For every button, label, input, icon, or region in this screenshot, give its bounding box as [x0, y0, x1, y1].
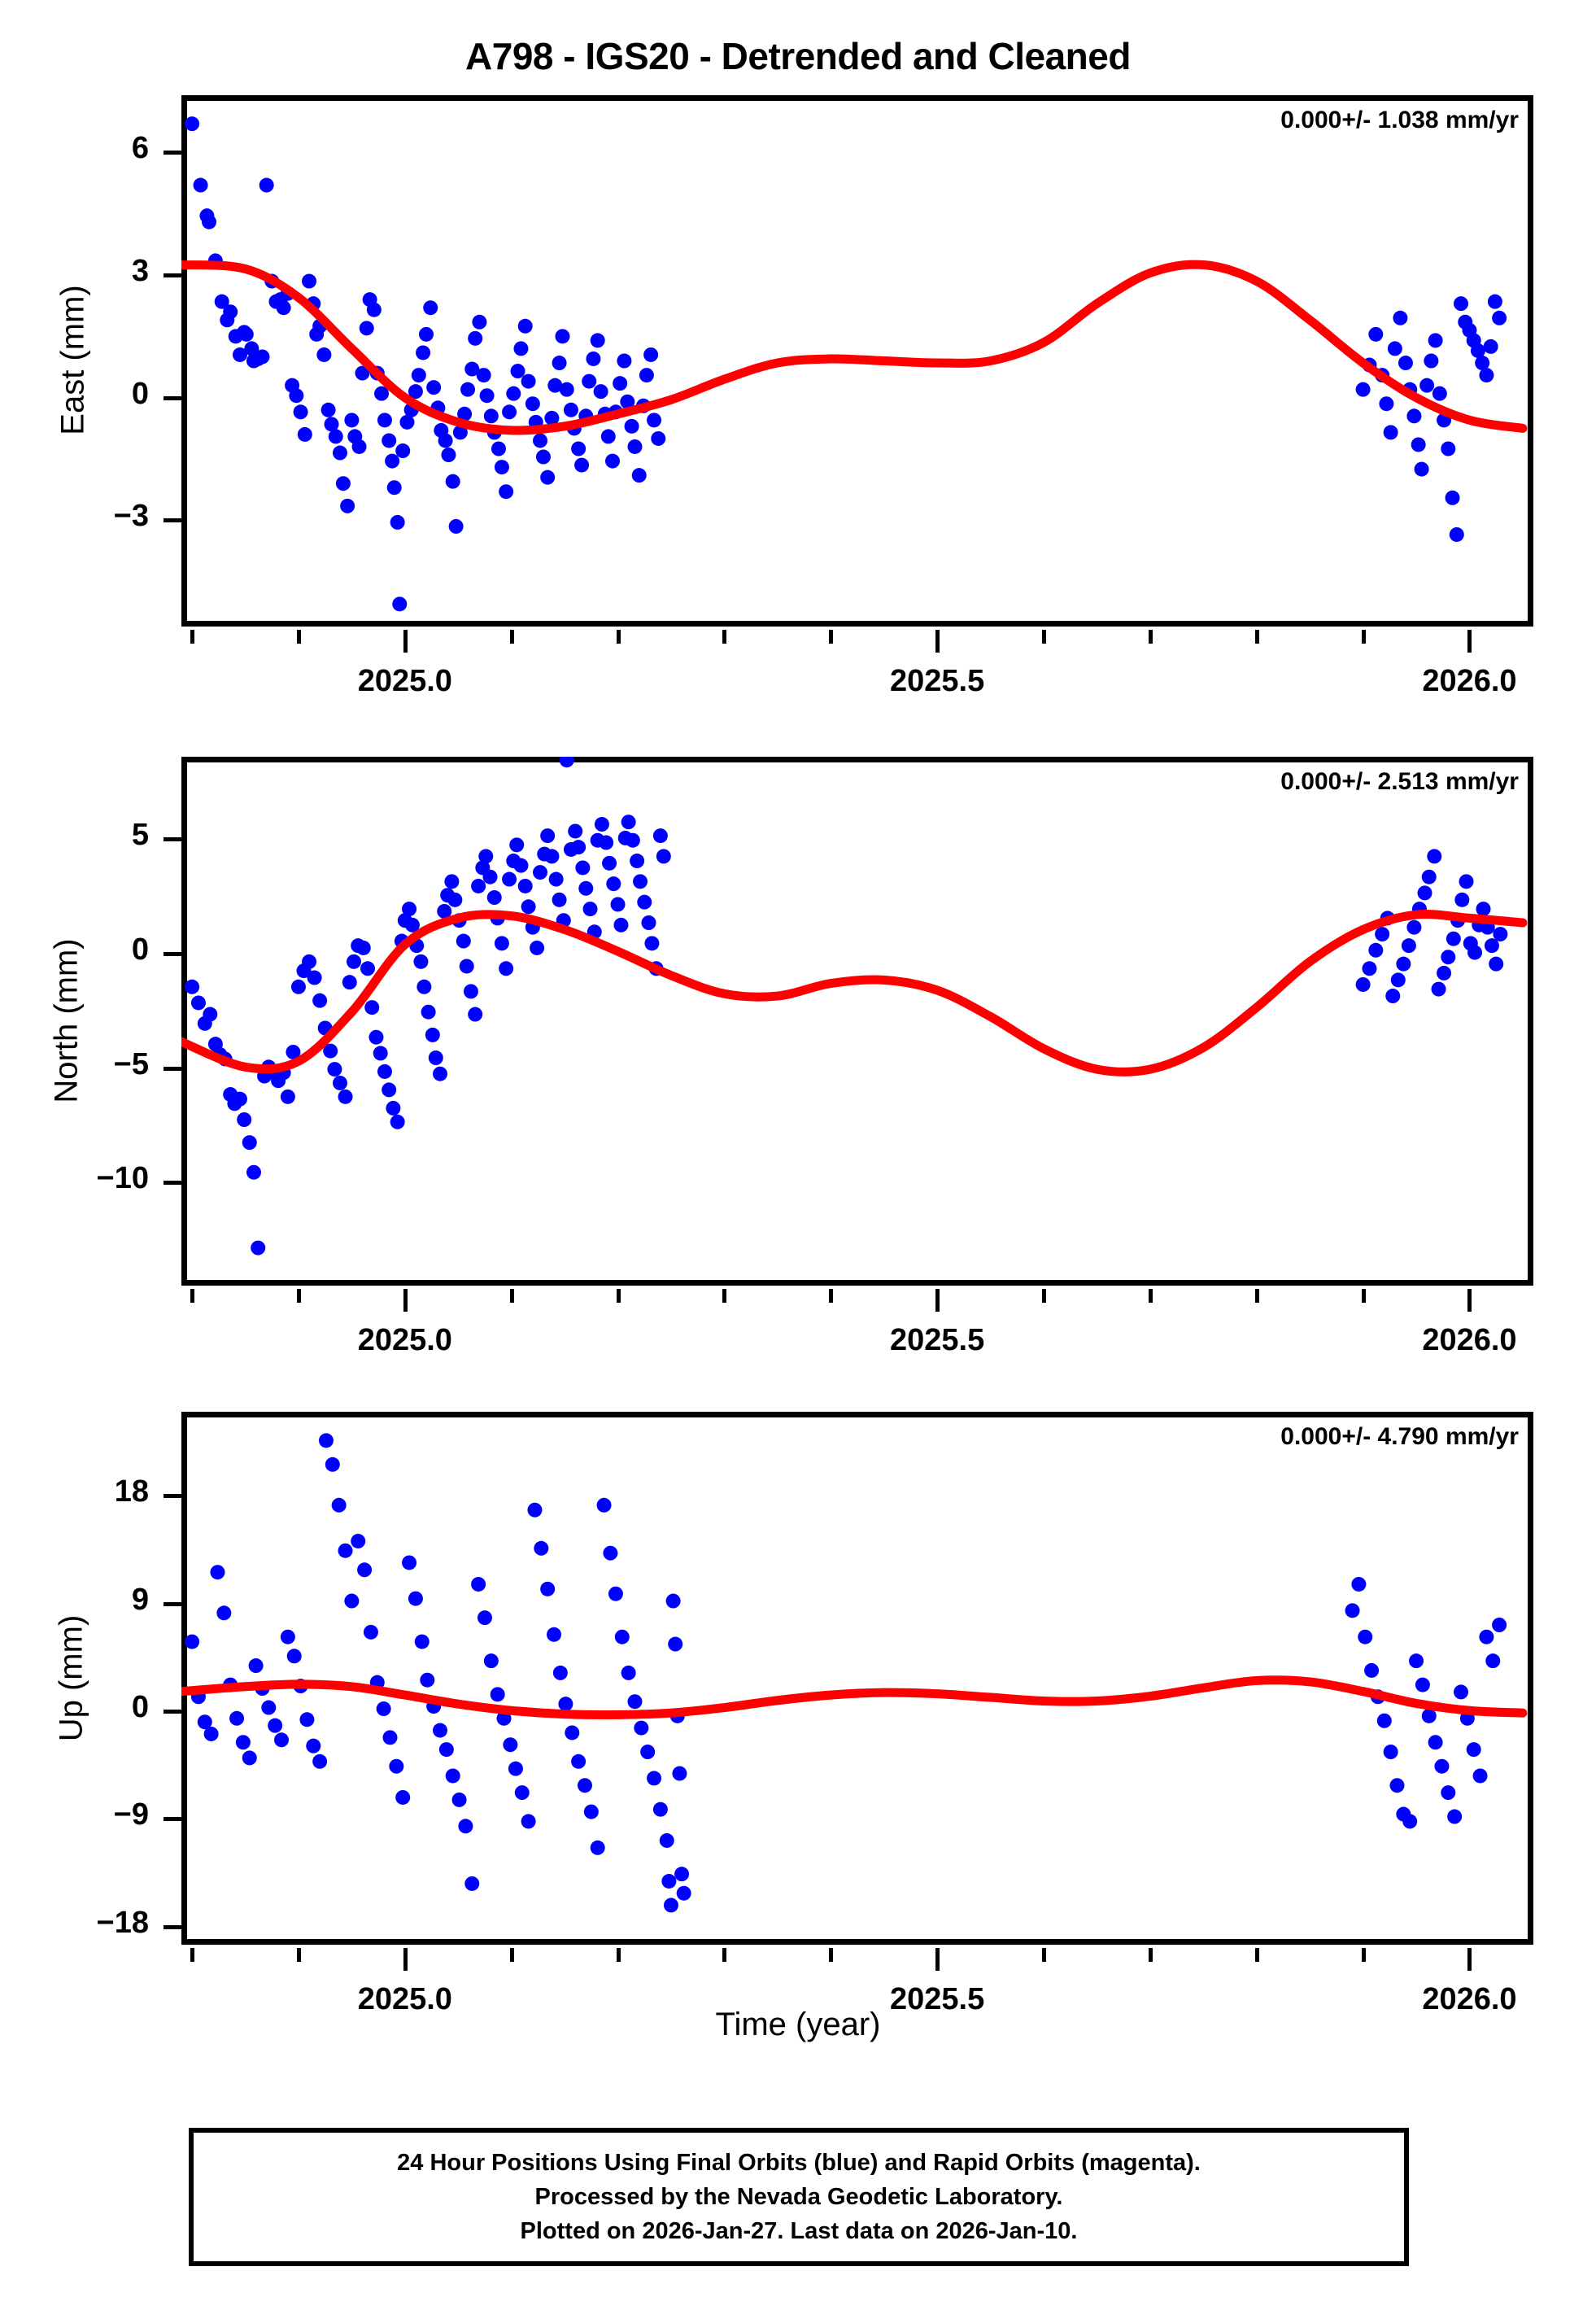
east-ytick-mark	[164, 518, 181, 523]
east-xtick-minor	[1042, 630, 1047, 644]
up-ytick-mark	[164, 1709, 181, 1714]
panel-north-plot-area	[181, 757, 1528, 1256]
east-xtick-major	[935, 630, 940, 653]
up-fit-curve	[181, 1675, 1528, 1720]
north-data-points	[185, 757, 1508, 1256]
up-ytick-mark	[164, 1494, 181, 1499]
up-ytick-mark	[164, 1817, 181, 1822]
north-ytick-label: −10	[96, 1161, 149, 1196]
east-ytick-mark	[164, 273, 181, 277]
page-title: A798 - IGS20 - Detrended and Cleaned	[465, 35, 1131, 77]
east-ytick-mark	[164, 395, 181, 400]
up-xtick-minor	[190, 1948, 195, 1962]
north-ytick-label: 5	[131, 818, 149, 853]
north-xtick-minor	[829, 1289, 834, 1303]
up-ytick-label: 9	[131, 1582, 149, 1617]
north-rate-label: 0.000+/- 2.513 mm/yr	[1280, 768, 1519, 795]
east-xtick-minor	[829, 630, 834, 644]
north-ytick-mark	[164, 1066, 181, 1071]
panel-north: 0.000+/- 2.513 mm/yr	[181, 757, 1533, 1286]
up-data-points	[185, 1433, 1507, 1913]
up-xtick-major	[403, 1948, 408, 1971]
north-xtick-minor	[1042, 1289, 1047, 1303]
north-ytick-mark	[164, 837, 181, 842]
up-ytick-mark	[164, 1924, 181, 1929]
east-rate-label: 0.000+/- 1.038 mm/yr	[1280, 107, 1519, 133]
panel-up: 0.000+/- 4.790 mm/yr	[181, 1412, 1533, 1945]
north-xtick-minor	[296, 1289, 301, 1303]
north-xtick-minor	[722, 1289, 727, 1303]
footer-line-3: Plotted on 2026-Jan-27. Last data on 202…	[520, 2218, 1078, 2245]
east-fit-curve	[181, 260, 1528, 435]
panel-east: 0.000+/- 1.038 mm/yr	[181, 95, 1533, 627]
panel-east-plot-area	[181, 116, 1528, 612]
east-xtick-minor	[1254, 630, 1259, 644]
panel-up-plot-area	[181, 1433, 1528, 1913]
up-xtick-minor	[1254, 1948, 1259, 1962]
north-xtick-major	[935, 1289, 940, 1312]
north-xtick-minor	[190, 1289, 195, 1303]
up-rate-label: 0.000+/- 4.790 mm/yr	[1280, 1423, 1519, 1450]
east-ytick-label: −3	[113, 499, 149, 534]
up-xtick-minor	[1042, 1948, 1047, 1962]
east-xtick-minor	[190, 630, 195, 644]
up-xtick-minor	[722, 1948, 727, 1962]
east-ytick-mark	[164, 151, 181, 155]
north-xtick-minor	[1254, 1289, 1259, 1303]
east-xtick-minor	[616, 630, 621, 644]
north-xtick-major	[1467, 1289, 1472, 1312]
north-xtick-minor	[1148, 1289, 1153, 1303]
east-xtick-label: 2025.0	[357, 664, 452, 698]
north-xtick-label: 2025.0	[357, 1323, 452, 1357]
north-ytick-label: 0	[131, 932, 149, 967]
north-ytick-mark	[164, 1181, 181, 1186]
east-xtick-minor	[1148, 630, 1153, 644]
east-xtick-label: 2026.0	[1422, 664, 1517, 698]
east-xtick-minor	[509, 630, 514, 644]
up-xtick-minor	[296, 1948, 301, 1962]
footer-line-2: Processed by the Nevada Geodetic Laborat…	[534, 2183, 1063, 2210]
north-xtick-minor	[509, 1289, 514, 1303]
east-data-points	[185, 116, 1507, 612]
north-xtick-minor	[616, 1289, 621, 1303]
north-xtick-minor	[1361, 1289, 1366, 1303]
up-xtick-minor	[509, 1948, 514, 1962]
north-xtick-major	[403, 1289, 408, 1312]
up-xtick-label: 2025.0	[357, 1982, 452, 2016]
north-ytick-mark	[164, 951, 181, 956]
east-xtick-major	[403, 630, 408, 653]
east-ytick-label: 6	[131, 131, 149, 166]
up-xtick-major	[1467, 1948, 1472, 1971]
east-xtick-label: 2025.5	[890, 664, 985, 698]
north-xtick-label: 2025.5	[890, 1323, 985, 1357]
panel-north-frame	[181, 757, 1533, 1286]
east-xtick-minor	[296, 630, 301, 644]
east-ytick-label: 3	[131, 254, 149, 288]
up-xtick-label: 2025.5	[890, 1982, 985, 2016]
north-xtick-label: 2026.0	[1422, 1323, 1517, 1357]
north-ytick-label: −5	[113, 1046, 149, 1081]
north-fit-curve	[181, 910, 1528, 1077]
footer-note-box: 24 Hour Positions Using Final Orbits (bl…	[189, 2128, 1409, 2266]
east-ytick-label: 0	[131, 376, 149, 411]
footer-line-1: 24 Hour Positions Using Final Orbits (bl…	[397, 2149, 1201, 2176]
up-ytick-label: −9	[113, 1797, 149, 1832]
up-ytick-label: 0	[131, 1689, 149, 1724]
up-xtick-label: 2026.0	[1422, 1982, 1517, 2016]
xaxis-title: Time (year)	[715, 2007, 881, 2042]
up-xtick-minor	[829, 1948, 834, 1962]
up-ytick-mark	[164, 1601, 181, 1606]
up-ytick-label: −18	[96, 1905, 149, 1940]
up-xtick-minor	[1361, 1948, 1366, 1962]
east-xtick-minor	[1361, 630, 1366, 644]
east-xtick-major	[1467, 630, 1472, 653]
up-xtick-major	[935, 1948, 940, 1971]
up-xtick-minor	[1148, 1948, 1153, 1962]
up-ytick-label: 18	[114, 1474, 149, 1509]
up-xtick-minor	[616, 1948, 621, 1962]
east-xtick-minor	[722, 630, 727, 644]
